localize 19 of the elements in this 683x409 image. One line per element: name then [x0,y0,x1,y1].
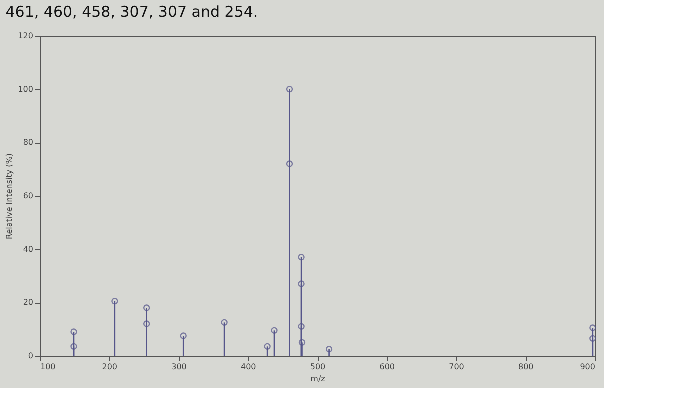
x-axis-title: m/z [310,374,326,384]
x-tick-label: 900 [580,362,596,372]
x-tick-label: 700 [449,362,464,372]
y-tick-label: 120 [18,32,34,40]
y-tick-label: 100 [18,84,34,94]
y-tick-label: 80 [23,138,34,148]
x-tick-label: 200 [102,362,118,372]
y-tick-label: 40 [23,244,34,254]
text: 461, 460, 458, 307, 307 and 254. [6,3,258,21]
x-tick-label: 500 [310,362,326,372]
y-tick-label: 20 [23,298,34,308]
x-tick-label: 300 [172,362,187,372]
x-tick-label: 800 [518,362,534,372]
x-tick-label: 400 [240,362,256,372]
y-tick-label: 0 [28,352,34,360]
x-tick-label: 100 [40,362,56,372]
x-tick-label: 600 [380,362,396,372]
y-tick-label: 60 [23,192,34,200]
y-axis-title: Relative Intensity (%) [5,153,14,240]
